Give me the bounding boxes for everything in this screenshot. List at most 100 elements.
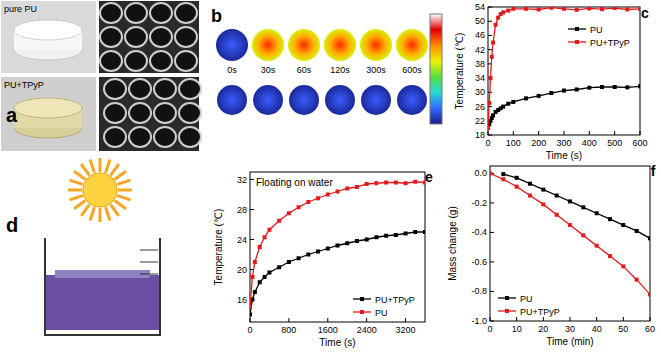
sample-control	[325, 85, 355, 115]
y-tick-label: 54	[475, 2, 485, 12]
marker	[511, 100, 515, 104]
sun-ray	[81, 205, 89, 216]
x-tick-label: 0	[247, 325, 252, 335]
marker	[635, 229, 639, 233]
x-tick-label: 0	[487, 324, 492, 334]
marker	[488, 126, 490, 130]
time-label: 0s	[227, 65, 237, 75]
sun-ray	[99, 158, 102, 172]
y-tick-label: 16	[237, 295, 247, 305]
marker	[555, 213, 559, 217]
marker	[537, 94, 541, 98]
chart: 010020030040050060018222630343842465054T…	[454, 2, 649, 161]
y-tick	[488, 35, 492, 36]
marker	[494, 23, 498, 27]
marker	[524, 7, 528, 11]
sem-pore	[104, 79, 126, 99]
sun-ray	[106, 207, 110, 220]
marker	[345, 187, 349, 191]
marker	[258, 245, 262, 249]
marker	[638, 84, 640, 88]
x-tick-label: 300	[556, 138, 571, 148]
x-tick	[640, 131, 641, 135]
y-tick-label: 22	[475, 116, 485, 126]
marker	[267, 228, 271, 232]
photo-label: PU+TPyP	[4, 80, 44, 90]
sun-ray	[68, 189, 82, 192]
marker	[568, 199, 572, 203]
marker	[501, 105, 505, 109]
marker	[537, 7, 541, 11]
legend-marker	[575, 27, 579, 31]
marker	[250, 275, 254, 279]
time-label: 60s	[297, 65, 312, 75]
panel-label: c	[641, 5, 649, 21]
y-tick	[490, 261, 494, 262]
sem-pore	[125, 27, 147, 47]
sun-ray	[115, 201, 126, 209]
sun-ray	[106, 160, 110, 173]
x-axis-label: Time (min)	[546, 336, 593, 347]
y-tick-label: 24	[237, 235, 247, 245]
sem-pore	[154, 103, 176, 123]
y-tick	[490, 202, 494, 203]
x-tick	[614, 131, 615, 135]
marker	[648, 236, 650, 240]
marker	[581, 233, 585, 237]
sem-pore	[100, 27, 122, 47]
x-tick	[623, 317, 624, 321]
marker	[250, 305, 252, 309]
marker	[621, 264, 625, 268]
sem-pore	[179, 103, 201, 123]
sem-pore	[129, 103, 151, 123]
sample-heated	[252, 29, 284, 61]
sun-ray	[118, 189, 132, 192]
marker	[600, 85, 604, 89]
time-label: 120s	[330, 65, 350, 75]
sem-pore	[125, 3, 147, 23]
marker	[287, 260, 291, 264]
photo	[1, 1, 96, 73]
marker	[506, 9, 510, 13]
series-line	[503, 174, 650, 238]
marker	[515, 176, 519, 180]
plot-frame	[490, 166, 650, 321]
sun-ray	[70, 196, 83, 200]
plot-frame	[250, 172, 425, 322]
y-tick-label: 38	[475, 59, 485, 69]
marker	[608, 254, 612, 258]
marker	[336, 190, 340, 194]
y-tick	[488, 49, 492, 50]
sem-pore	[150, 27, 172, 47]
y-tick	[490, 291, 494, 292]
sem-pore	[100, 3, 122, 23]
foam-top	[14, 98, 82, 118]
sem-pore	[175, 3, 197, 23]
y-tick-label: 34	[475, 73, 485, 83]
marker	[326, 193, 330, 197]
sun	[83, 173, 117, 207]
water	[45, 275, 160, 330]
sample-control	[289, 85, 319, 115]
legend-label: PU+TPyP	[590, 38, 630, 48]
marker	[625, 7, 629, 11]
sem-pore	[154, 79, 176, 99]
sem-pore	[175, 51, 197, 71]
x-tick-label: 20	[538, 324, 548, 334]
x-tick	[516, 317, 517, 321]
y-tick-label: 30	[475, 87, 485, 97]
y-tick-label: 26	[475, 102, 485, 112]
marker	[575, 87, 579, 91]
marker	[549, 91, 553, 95]
sem-pore	[104, 127, 126, 147]
x-tick	[288, 318, 289, 322]
marker	[423, 181, 425, 185]
chart: 01020304050600.0-0.2-0.4-0.6-0.8-1.0Time…	[447, 163, 656, 347]
sun-ray	[90, 207, 94, 220]
x-tick-label: 200	[531, 138, 546, 148]
marker	[490, 55, 494, 59]
x-axis-label: Time (s)	[319, 337, 355, 348]
thermal-image	[206, 8, 450, 134]
y-tick-label: 42	[475, 45, 485, 55]
x-axis-label: Time (s)	[546, 150, 582, 161]
